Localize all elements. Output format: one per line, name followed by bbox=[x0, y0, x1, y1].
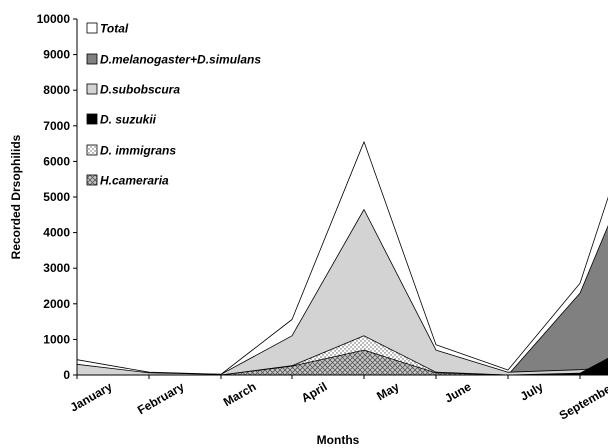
x-tick-label: February bbox=[135, 379, 187, 417]
legend: Total D.melanogaster+D.simulans D.subobscu… bbox=[86, 22, 261, 188]
legend-swatch-melsim bbox=[86, 53, 98, 65]
x-axis-title: Months bbox=[317, 433, 360, 447]
legend-label-suzukii: D. suzukii bbox=[100, 113, 157, 127]
y-tick-label: 0 bbox=[63, 368, 70, 382]
series-area-subobscura bbox=[77, 209, 608, 376]
legend-label-melsim: D.melanogaster+D.simulans bbox=[100, 53, 261, 67]
y-tick-label: 9000 bbox=[43, 48, 70, 62]
y-tick-label: 5000 bbox=[43, 190, 70, 204]
x-tick-label: July bbox=[518, 379, 546, 403]
x-tick-label: June bbox=[442, 379, 474, 405]
x-tick-label: September bbox=[557, 379, 608, 422]
y-axis: 0 1000 2000 3000 4000 5000 6000 7000 8000 9000 100… bbox=[37, 12, 78, 382]
x-axis: January February March April May June July Sept… bbox=[68, 374, 608, 423]
y-tick-label: 2000 bbox=[43, 297, 70, 311]
x-tick-label: May bbox=[374, 379, 401, 403]
legend-swatch-immigrans bbox=[86, 144, 98, 156]
legend-swatch-subobscura bbox=[86, 83, 98, 95]
legend-swatch-total bbox=[86, 22, 98, 34]
legend-label-total: Total bbox=[100, 22, 129, 36]
y-tick-label: 1000 bbox=[43, 332, 70, 346]
legend-swatch-suzukii bbox=[86, 113, 98, 125]
legend-swatch-cameraria bbox=[86, 174, 98, 186]
y-tick-label: 7000 bbox=[43, 119, 70, 133]
legend-label-cameraria: H.cameraria bbox=[100, 174, 169, 188]
y-axis-title: Recorded Drsophilids bbox=[9, 134, 23, 259]
y-tick-label: 6000 bbox=[43, 154, 70, 168]
legend-label-immigrans: D. immigrans bbox=[100, 144, 176, 158]
y-tick-label: 8000 bbox=[43, 83, 70, 97]
x-tick-label: March bbox=[221, 379, 259, 409]
x-tick-label: April bbox=[299, 379, 330, 405]
x-tick-label: January bbox=[68, 379, 115, 414]
y-tick-label: 4000 bbox=[43, 226, 70, 240]
y-tick-label: 3000 bbox=[43, 261, 70, 275]
y-tick-label: 10000 bbox=[37, 12, 71, 26]
series-areas bbox=[77, 141, 608, 376]
legend-label-subobscura: D.subobscura bbox=[100, 83, 180, 97]
